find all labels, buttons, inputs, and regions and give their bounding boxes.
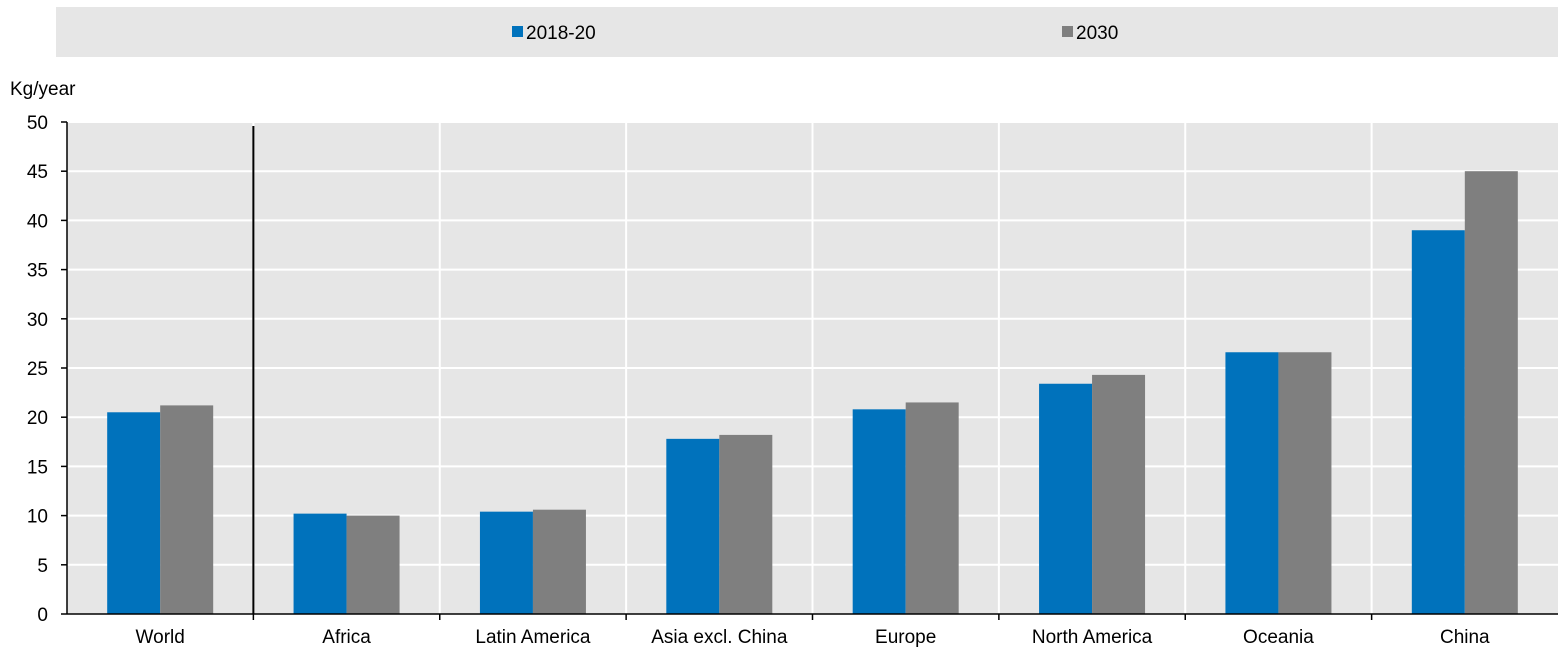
bar-europe-2018-20 <box>852 409 906 614</box>
y-tick-label-10: 10 <box>27 507 48 528</box>
bar-latin-america-2018-20 <box>479 511 533 614</box>
bar-world-2030 <box>160 405 214 614</box>
legend-swatch-2018-20 <box>512 26 523 37</box>
bar-north-america-2030 <box>1092 374 1146 614</box>
y-tick-label-35: 35 <box>27 261 48 282</box>
bar-north-america-2018-20 <box>1039 383 1093 614</box>
bar-china-2018-20 <box>1411 230 1465 615</box>
legend-label-2018-20: 2018-20 <box>526 23 596 44</box>
legend-background <box>56 7 1558 57</box>
y-tick-label-0: 0 <box>37 605 48 626</box>
y-axis-unit-label: Kg/year <box>10 79 76 100</box>
x-tick-label-asia-excl-china: Asia excl. China <box>651 627 788 648</box>
y-tick-label-25: 25 <box>27 359 48 380</box>
x-tick-label-china: China <box>1440 627 1490 648</box>
x-tick-label-north-america: North America <box>1032 627 1153 648</box>
x-tick-labels: World Africa Latin America Asia excl. China… <box>136 627 1491 648</box>
bar-china-2030 <box>1464 171 1518 614</box>
bars <box>107 171 1518 615</box>
bar-oceania-2030 <box>1278 352 1332 614</box>
bar-africa-2018-20 <box>293 513 347 614</box>
legend-swatch-2030 <box>1062 26 1073 37</box>
y-tick-label-50: 50 <box>27 113 48 134</box>
y-tick-label-20: 20 <box>27 408 48 429</box>
x-tick-label-latin-america: Latin America <box>475 627 591 648</box>
bar-latin-america-2030 <box>532 509 586 614</box>
y-tick-label-30: 30 <box>27 310 48 331</box>
bar-asia-excl-china-2030 <box>719 434 773 614</box>
bar-europe-2030 <box>905 402 959 614</box>
bar-world-2018-20 <box>107 412 161 614</box>
bar-asia-excl-china-2018-20 <box>666 438 720 614</box>
x-tick-label-oceania: Oceania <box>1243 627 1314 648</box>
bar-oceania-2018-20 <box>1225 352 1279 614</box>
bar-africa-2030 <box>346 515 400 614</box>
legend: 2018-20 2030 <box>512 23 1118 44</box>
x-tick-label-europe: Europe <box>875 627 936 648</box>
legend-label-2030: 2030 <box>1076 23 1118 44</box>
y-tick-label-45: 45 <box>27 162 48 183</box>
x-tick-label-world: World <box>136 627 185 648</box>
y-tick-label-40: 40 <box>27 211 48 232</box>
axes <box>61 121 1558 620</box>
x-tick-label-africa: Africa <box>322 627 371 648</box>
y-tick-label-15: 15 <box>27 457 48 478</box>
y-tick-labels: 0 5 10 15 20 25 30 35 40 45 50 <box>27 113 48 626</box>
y-tick-label-5: 5 <box>37 556 48 577</box>
